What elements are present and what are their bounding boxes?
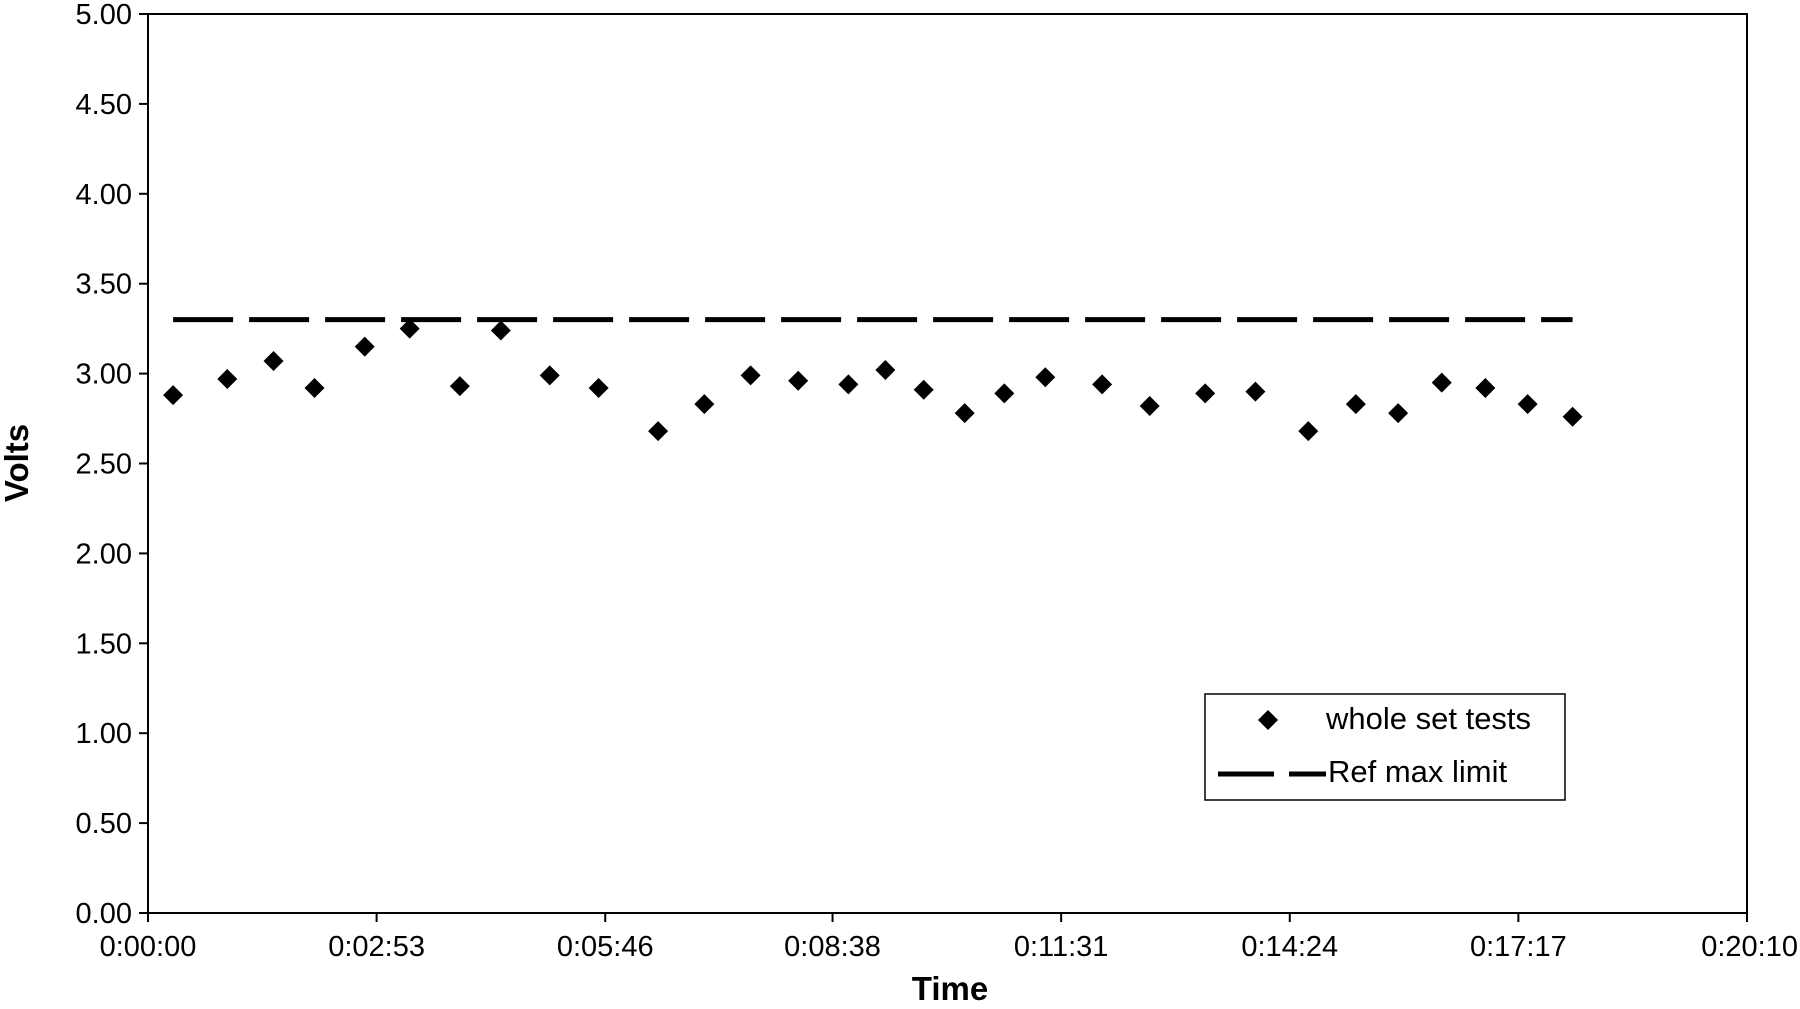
data-point [1562,406,1583,427]
x-tick-label: 0:14:24 [1241,931,1338,963]
y-tick-label: 0.00 [76,898,132,930]
data-point [588,377,609,398]
x-tick-label: 0:20:10 [1701,931,1798,963]
data-point [163,385,184,406]
data-point [740,365,761,386]
data-point [1475,377,1496,398]
legend-label-ref-max-limit: Ref max limit [1328,754,1508,789]
data-point [1345,394,1366,415]
data-point [1195,383,1216,404]
data-point [539,365,560,386]
data-point [913,379,934,400]
y-tick-label: 2.50 [76,449,132,481]
data-point [263,351,284,372]
data-point [449,376,470,397]
data-point [399,318,420,339]
x-axis: 0:00:00 0:02:53 0:05:46 0:08:38 0:11:31 0:14:… [100,913,1798,963]
data-point [1431,372,1452,393]
x-tick-label: 0:17:17 [1470,931,1567,963]
data-point [788,370,809,391]
data-point [1245,381,1266,402]
data-point [648,421,669,442]
y-tick-label: 4.00 [76,179,132,211]
data-point [1092,374,1113,395]
data-point [954,403,975,424]
data-point [304,377,325,398]
data-point [694,394,715,415]
y-tick-label: 3.50 [76,269,132,301]
y-axis: 0.00 0.50 1.00 1.50 2.00 2.50 3.00 3.50 4.00 4.50… [76,0,148,930]
data-point [490,320,511,341]
y-tick-label: 4.50 [76,89,132,121]
x-tick-label: 0:02:53 [328,931,425,963]
y-tick-label: 1.00 [76,718,132,750]
legend: whole set tests Ref max limit [1204,693,1566,801]
y-tick-label: 5.00 [76,0,132,31]
data-point [1517,394,1538,415]
y-tick-label: 0.50 [76,808,132,840]
data-point [217,368,238,389]
data-point [1298,421,1319,442]
data-point [1388,403,1409,424]
data-point [994,383,1015,404]
whole-set-tests-series [163,318,1583,442]
data-point [875,360,896,381]
y-tick-label: 2.00 [76,538,132,570]
legend-box [1204,693,1566,801]
y-tick-label: 1.50 [76,628,132,660]
x-tick-label: 0:08:38 [784,931,881,963]
y-axis-title: Volts [0,424,35,502]
data-point [354,336,375,357]
data-point [838,374,859,395]
x-tick-label: 0:11:31 [1014,931,1109,963]
data-point [1139,395,1160,416]
legend-diamond-marker [1258,710,1278,730]
data-point [1035,367,1056,388]
x-tick-label: 0:05:46 [557,931,654,963]
x-axis-title: Time [912,970,988,1004]
legend-label-whole-set-tests: whole set tests [1325,701,1531,736]
x-tick-label: 0:00:00 [100,931,197,963]
y-tick-label: 3.00 [76,359,132,391]
